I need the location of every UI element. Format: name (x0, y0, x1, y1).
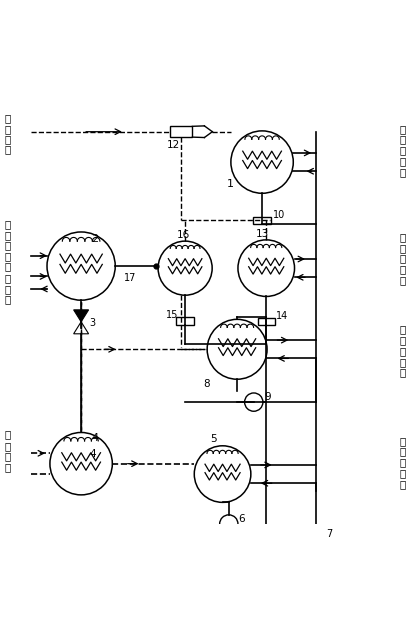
Text: 4: 4 (92, 433, 99, 443)
Text: 6: 6 (238, 514, 245, 524)
Text: 驱: 驱 (399, 324, 406, 334)
Text: 热: 热 (399, 346, 406, 356)
Text: 13: 13 (256, 229, 269, 238)
Text: 水: 水 (4, 295, 10, 305)
Text: 12: 12 (166, 140, 180, 150)
Text: 热: 热 (4, 441, 10, 451)
Text: 加: 加 (399, 135, 406, 145)
Text: 被: 被 (399, 436, 406, 446)
Text: 介: 介 (399, 264, 406, 274)
Text: 介: 介 (399, 156, 406, 166)
Bar (169, 126, 192, 137)
Text: 质: 质 (399, 368, 406, 377)
Text: 1: 1 (227, 179, 234, 189)
Polygon shape (74, 310, 89, 322)
Text: 动: 动 (399, 335, 406, 345)
Text: 7: 7 (327, 530, 333, 539)
Bar (314, 540, 331, 547)
Text: 质: 质 (4, 463, 10, 473)
Text: 3: 3 (89, 318, 96, 328)
Text: 驱: 驱 (399, 232, 406, 242)
Text: 16: 16 (177, 230, 190, 240)
Text: 热: 热 (4, 240, 10, 250)
Text: 介: 介 (4, 251, 10, 260)
Text: 蒸: 蒸 (4, 134, 10, 144)
Text: 介: 介 (399, 356, 406, 367)
Text: 余: 余 (4, 430, 10, 440)
Text: 动: 动 (399, 243, 406, 253)
Text: 加: 加 (399, 447, 406, 456)
Text: 2: 2 (92, 234, 99, 244)
Text: 质: 质 (399, 275, 406, 285)
Text: 9: 9 (264, 392, 271, 402)
Text: 被: 被 (399, 124, 406, 134)
Text: 4: 4 (89, 449, 96, 459)
Text: 质: 质 (399, 167, 406, 177)
Text: 热: 热 (399, 253, 406, 264)
Text: 质: 质 (4, 261, 10, 271)
Bar (253, 217, 271, 224)
Text: 凝: 凝 (4, 274, 10, 284)
Text: 加: 加 (4, 230, 10, 240)
Text: 8: 8 (203, 379, 210, 389)
Text: 介: 介 (4, 452, 10, 461)
Text: 5: 5 (210, 434, 217, 444)
Text: 质: 质 (399, 479, 406, 489)
Text: 15: 15 (166, 310, 179, 320)
Text: 热: 热 (399, 145, 406, 155)
Text: 作: 作 (4, 124, 10, 134)
Text: 工: 工 (4, 113, 10, 123)
Text: 10: 10 (272, 210, 285, 220)
Text: 被: 被 (4, 219, 10, 229)
Text: 热: 热 (399, 458, 406, 468)
Bar (258, 318, 275, 325)
Text: 介: 介 (399, 468, 406, 478)
Text: 14: 14 (276, 312, 288, 321)
Bar (176, 317, 194, 325)
Text: 结: 结 (4, 284, 10, 294)
Text: 汽: 汽 (4, 145, 10, 155)
Text: 17: 17 (124, 272, 136, 283)
